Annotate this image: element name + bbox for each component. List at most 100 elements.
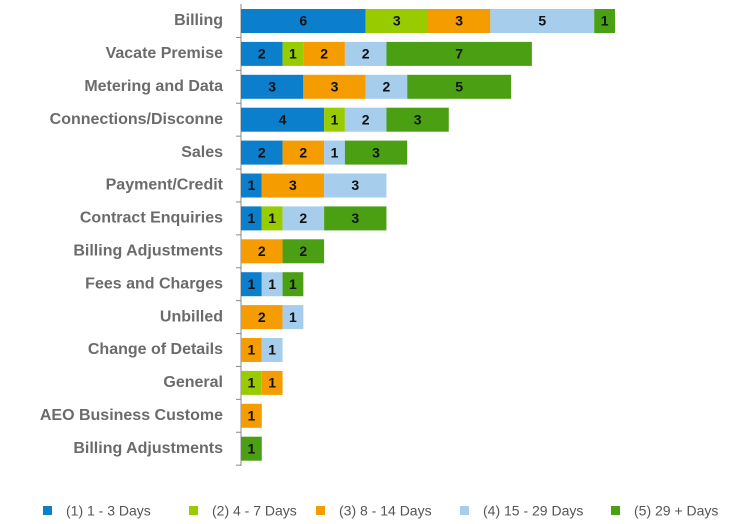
bar-segment [261,206,283,231]
data-label: 3 [414,111,422,127]
legend-swatch [43,506,52,515]
bar-segment [386,107,449,132]
data-label: 1 [247,276,255,292]
category-label: Sales [181,144,223,161]
bar-segment [241,9,366,33]
category-label: Billing Adjustments [73,243,223,260]
data-label: 3 [455,13,463,29]
data-label: 6 [299,13,307,29]
data-label: 1 [247,210,255,226]
bar-segment [282,140,325,165]
data-label: 1 [268,375,276,391]
legend-label: (5) 29 + Days [634,503,718,519]
data-label: 5 [455,79,463,95]
category-label: Unbilled [160,308,223,325]
bar-segment [407,74,512,99]
category-label: Connections/Disconne [50,111,223,128]
category-label: Vacate Premise [106,45,224,62]
data-label: 1 [268,342,276,358]
category-label: Fees and Charges [85,275,223,292]
category-label: Billing Adjustments [73,440,223,457]
data-label: 2 [258,309,266,325]
bar-segment [261,272,283,297]
data-label: 1 [331,144,339,160]
bar-segment [241,107,325,132]
bar-segment [365,9,428,33]
bar-segment [324,173,387,198]
bar-segment [241,403,262,428]
bar-segment [490,9,595,33]
bar-segment [386,41,532,66]
data-label: 3 [372,144,380,160]
legend-swatch [189,506,198,515]
category-label: General [163,374,223,391]
bar-segment [241,173,262,198]
bar-segment [282,239,325,264]
legend-label: (4) 15 - 29 Days [483,503,583,519]
data-label: 2 [362,111,370,127]
data-label: 1 [268,276,276,292]
data-label: 3 [351,177,359,193]
data-label: 1 [331,111,339,127]
bar-segment [241,305,283,330]
data-label: 2 [258,243,266,259]
bar-segment [241,338,262,362]
data-label: 3 [351,210,359,226]
category-label: Change of Details [88,341,223,358]
bar-segment [261,370,283,395]
bar-segment [594,9,615,33]
data-label: 3 [268,79,276,95]
data-label: 7 [455,46,463,62]
bar-segment [344,140,408,165]
data-label: 2 [383,79,391,95]
data-label: 1 [601,13,609,29]
bar-segment [241,370,262,395]
bar-segment [241,140,283,165]
category-label: AEO Business Custome [40,407,223,424]
bar-segment [282,206,325,231]
data-label: 1 [268,210,276,226]
category-label: Contract Enquiries [80,210,223,227]
data-label: 2 [362,46,370,62]
data-label: 2 [258,46,266,62]
bar-segment [241,272,262,297]
legend-label: (3) 8 - 14 Days [339,503,432,519]
data-label: 3 [393,13,401,29]
bar-segment [261,338,283,362]
bar-segment [282,272,304,297]
data-label: 1 [247,375,255,391]
bar-segment [428,9,491,33]
data-label: 1 [247,177,255,193]
legend-swatch [611,506,620,515]
data-label: 1 [247,440,255,456]
data-label: 2 [299,144,307,160]
bar-segment [261,173,325,198]
category-label: Metering and Data [84,78,223,95]
bar-segment [241,206,262,231]
data-label: 2 [258,144,266,160]
bar-segment [241,436,262,461]
data-label: 2 [299,210,307,226]
data-label: 2 [320,46,328,62]
category-label: Payment/Credit [106,177,224,194]
legend-label: (2) 4 - 7 Days [212,503,297,519]
data-label: 3 [331,79,339,95]
bar-segment [324,140,345,165]
bar-segment [324,107,345,132]
bar-segment [303,74,366,99]
bar-segment [282,305,304,330]
bar-segment [324,206,387,231]
bar-segment [344,107,387,132]
bar-segment [365,74,408,99]
legend-label: (1) 1 - 3 Days [66,503,151,519]
bar-segment [344,41,387,66]
data-label: 1 [289,276,297,292]
data-label: 3 [289,177,297,193]
bar-segment [241,74,304,99]
bar-segment [241,239,283,264]
legend-swatch [460,506,469,515]
category-label: Billing [174,12,223,29]
data-label: 2 [299,243,307,259]
bar-segment [241,41,283,66]
